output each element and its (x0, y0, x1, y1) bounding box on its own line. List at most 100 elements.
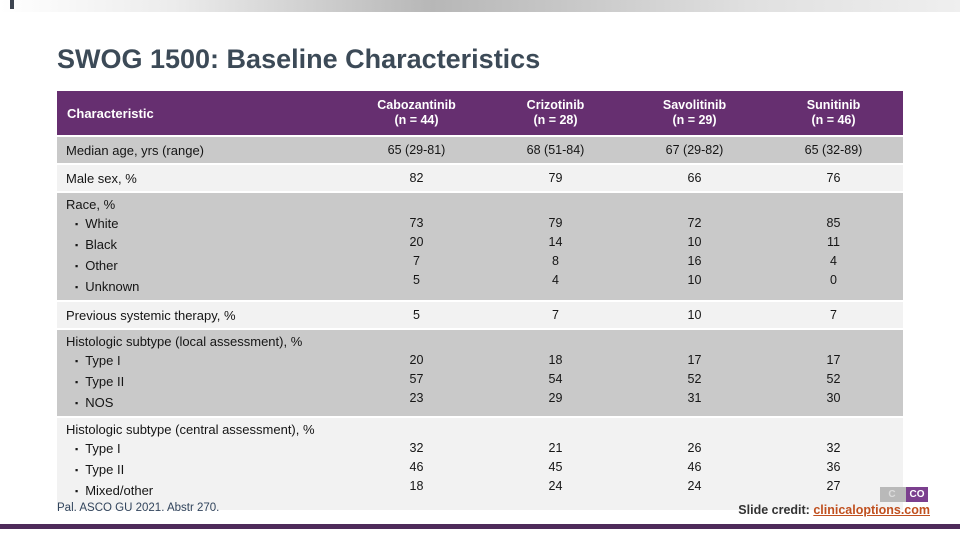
value-cell: 66 (687, 171, 702, 185)
value-cell: 76 (826, 171, 841, 185)
row-bullet-list: ▪ White ▪ Black ▪ Other ▪ Unknown (66, 214, 347, 298)
column-header-sunitinib: Sunitinib (n = 46) (764, 91, 903, 135)
value-line: 31 (687, 391, 702, 405)
value-line: 52 (687, 372, 702, 386)
baseline-characteristics-table: Characteristic Cabozantinib (n = 44) Crizo… (57, 91, 903, 510)
value-line: 4 (552, 273, 559, 287)
square-bullet-icon: ▪ (75, 444, 79, 454)
value-line: 16 (687, 254, 702, 268)
value-cell: 32 36 27 (764, 420, 903, 502)
table-row: Histologic subtype (central assessment),… (57, 418, 903, 510)
value-line: 32 (826, 441, 841, 455)
row-group-heading: Race, % (66, 197, 116, 212)
value-line: 17 (687, 353, 702, 367)
row-label: Median age, yrs (range) (66, 142, 205, 158)
bullet-item: ▪ Type I (75, 353, 121, 368)
row-group-heading: Histologic subtype (central assessment),… (66, 422, 315, 437)
square-bullet-icon: ▪ (75, 398, 79, 408)
cco-logo-purple-segment: CO (906, 487, 928, 502)
value-cell: 32 46 18 (347, 420, 486, 502)
cco-logo: C CO (880, 487, 928, 502)
bullet-item: ▪ Black (75, 237, 117, 252)
value-line: 46 (687, 460, 702, 474)
value-line: 32 (409, 441, 424, 455)
value-line: 23 (409, 391, 424, 405)
bullet-item: ▪ NOS (75, 395, 114, 410)
value-line: 17 (826, 353, 841, 367)
value-line: 30 (826, 391, 841, 405)
value-line: 0 (830, 273, 837, 287)
value-line: 8 (552, 254, 559, 268)
value-cell: 7 (830, 308, 837, 322)
value-cell: 72 10 16 10 (625, 195, 764, 298)
bullet-item: ▪ Mixed/other (75, 483, 154, 498)
column-header-drug: Sunitinib (806, 98, 861, 112)
value-line: 18 (409, 479, 424, 493)
slide-credit: Slide credit: clinicaloptions.com (738, 503, 930, 517)
value-line: 24 (687, 479, 702, 493)
cco-logo-gray-segment: C (880, 487, 906, 502)
column-header-savolitinib: Savolitinib (n = 29) (625, 91, 764, 135)
bottom-accent-line (0, 524, 960, 529)
value-line: 72 (687, 216, 702, 230)
value-line: 20 (409, 353, 424, 367)
value-cell: 5 (413, 308, 420, 322)
value-cell: 68 (51-84) (526, 143, 585, 157)
value-cell: 26 46 24 (625, 420, 764, 502)
value-line: 57 (409, 372, 424, 386)
column-header-characteristic: Characteristic (67, 105, 154, 121)
value-cell: 10 (687, 308, 702, 322)
value-cell: 67 (29-82) (665, 143, 724, 157)
value-line: 24 (548, 479, 563, 493)
row-label: Histologic subtype (central assessment),… (57, 420, 347, 502)
square-bullet-icon: ▪ (75, 356, 79, 366)
value-cell: 85 11 4 0 (764, 195, 903, 298)
value-line: 5 (413, 273, 420, 287)
square-bullet-icon: ▪ (75, 219, 79, 229)
value-cell: 82 (409, 171, 424, 185)
square-bullet-icon: ▪ (75, 261, 79, 271)
value-line: 46 (409, 460, 424, 474)
value-line: 85 (826, 216, 841, 230)
row-bullet-list: ▪ Type I ▪ Type II ▪ Mixed/other (66, 439, 347, 502)
bullet-item: ▪ Type II (75, 374, 125, 389)
value-line: 79 (548, 216, 563, 230)
row-label: Previous systemic therapy, % (66, 307, 236, 323)
value-line: 11 (827, 235, 840, 249)
table-row: Median age, yrs (range) 65 (29-81) 68 (51-… (57, 137, 903, 163)
value-line: 10 (687, 235, 702, 249)
bullet-item: ▪ Unknown (75, 279, 140, 294)
square-bullet-icon: ▪ (75, 465, 79, 475)
column-header-n: (n = 29) (672, 113, 717, 127)
column-header-drug: Crizotinib (526, 98, 585, 112)
top-left-tick (10, 0, 14, 9)
value-line: 21 (548, 441, 563, 455)
value-line: 45 (548, 460, 563, 474)
column-header-crizotinib: Crizotinib (n = 28) (486, 91, 625, 135)
value-line: 18 (548, 353, 563, 367)
table-header-row: Characteristic Cabozantinib (n = 44) Crizo… (57, 91, 903, 135)
bullet-item: ▪ Other (75, 258, 118, 273)
bullet-item: ▪ Type I (75, 441, 121, 456)
square-bullet-icon: ▪ (75, 240, 79, 250)
table-row: Previous systemic therapy, % 5 7 10 7 (57, 302, 903, 328)
bullet-item: ▪ White (75, 216, 119, 231)
value-cell: 65 (32-89) (804, 143, 863, 157)
square-bullet-icon: ▪ (75, 377, 79, 387)
value-cell: 18 54 29 (486, 332, 625, 414)
column-header-n: (n = 44) (394, 113, 439, 127)
value-cell: 79 (548, 171, 563, 185)
table-row: Race, % ▪ White ▪ Black ▪ Other ▪ Unknown 73 20 7 5 7… (57, 193, 903, 300)
value-line: 7 (413, 254, 420, 268)
square-bullet-icon: ▪ (75, 486, 79, 496)
column-header-cabozantinib: Cabozantinib (n = 44) (347, 91, 486, 135)
slide-credit-link[interactable]: clinicaloptions.com (813, 503, 930, 517)
table-row: Male sex, % 82 79 66 76 (57, 165, 903, 191)
column-header-n: (n = 28) (533, 113, 578, 127)
value-cell: 73 20 7 5 (347, 195, 486, 298)
slide-credit-label: Slide credit: (738, 503, 814, 517)
row-label: Race, % ▪ White ▪ Black ▪ Other ▪ Unknown (57, 195, 347, 298)
value-line: 52 (826, 372, 841, 386)
citation: Pal. ASCO GU 2021. Abstr 270. (57, 502, 220, 514)
